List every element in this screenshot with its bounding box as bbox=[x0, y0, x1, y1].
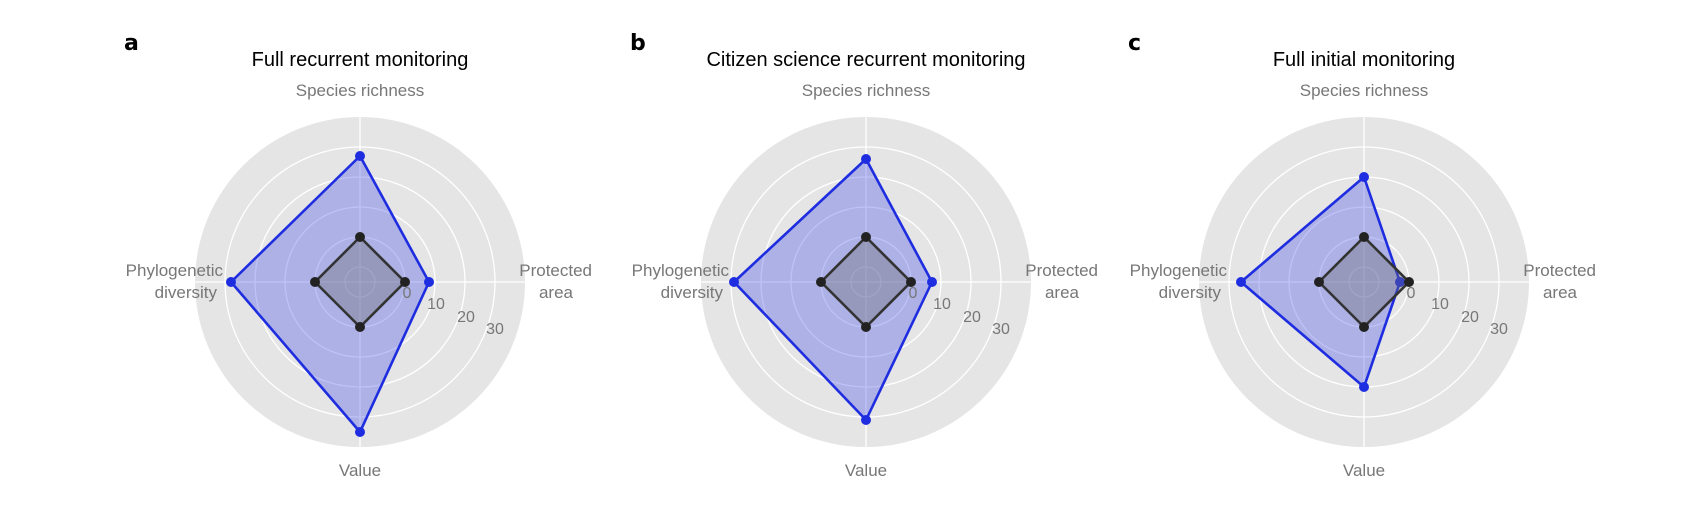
radial-tick-label: 30 bbox=[486, 321, 504, 338]
scenario-point bbox=[861, 415, 871, 425]
axis-label-protected-area: area bbox=[1543, 283, 1578, 302]
scenario-point bbox=[1359, 382, 1369, 392]
axis-label-value: Value bbox=[845, 461, 887, 480]
panel-title: Full recurrent monitoring bbox=[252, 49, 469, 71]
baseline-point bbox=[400, 277, 410, 287]
baseline-point bbox=[861, 322, 871, 332]
baseline-point bbox=[355, 322, 365, 332]
baseline-point bbox=[906, 277, 916, 287]
baseline-point bbox=[861, 232, 871, 242]
radial-tick-label: 0 bbox=[403, 285, 412, 302]
axis-label-protected-area: area bbox=[1045, 283, 1080, 302]
scenario-point bbox=[424, 277, 434, 287]
radial-tick-label: 10 bbox=[427, 296, 445, 313]
axis-label-species-richness: Species richness bbox=[1300, 81, 1429, 100]
scenario-point bbox=[1236, 277, 1246, 287]
radial-tick-label: 20 bbox=[457, 309, 475, 326]
radial-tick-label: 0 bbox=[1407, 285, 1416, 302]
axis-label-protected-area: Protected bbox=[1523, 261, 1596, 280]
panel-letter: c bbox=[1128, 31, 1141, 56]
radar-panel-a: a Full recurrent monitoring 0 10 20 30 Species… bbox=[124, 31, 592, 480]
axis-label-phylogenetic-diversity: Phylogenetic bbox=[1130, 261, 1228, 280]
axis-label-phylogenetic-diversity: diversity bbox=[661, 283, 724, 302]
radial-tick-label: 10 bbox=[933, 296, 951, 313]
axis-label-phylogenetic-diversity: diversity bbox=[155, 283, 218, 302]
radial-tick-label: 20 bbox=[963, 309, 981, 326]
scenario-point bbox=[1359, 172, 1369, 182]
panel-letter: a bbox=[124, 31, 139, 56]
scenario-point bbox=[355, 427, 365, 437]
axis-label-protected-area: area bbox=[539, 283, 574, 302]
axis-label-value: Value bbox=[1343, 461, 1385, 480]
baseline-point bbox=[355, 232, 365, 242]
radar-panel-b: b Citizen science recurrent monitoring 0 10… bbox=[630, 31, 1098, 480]
baseline-point bbox=[816, 277, 826, 287]
axis-label-value: Value bbox=[339, 461, 381, 480]
scenario-point bbox=[861, 154, 871, 164]
baseline-point bbox=[310, 277, 320, 287]
panel-title: Citizen science recurrent monitoring bbox=[706, 49, 1025, 71]
baseline-point bbox=[1359, 322, 1369, 332]
radial-tick-label: 30 bbox=[992, 321, 1010, 338]
scenario-point bbox=[927, 277, 937, 287]
axis-label-species-richness: Species richness bbox=[802, 81, 931, 100]
axis-label-protected-area: Protected bbox=[519, 261, 592, 280]
axis-label-species-richness: Species richness bbox=[296, 81, 425, 100]
panel-title: Full initial monitoring bbox=[1273, 49, 1455, 71]
radial-tick-label: 10 bbox=[1431, 296, 1449, 313]
scenario-point bbox=[355, 151, 365, 161]
baseline-point bbox=[1404, 277, 1414, 287]
axis-label-protected-area: Protected bbox=[1025, 261, 1098, 280]
axis-label-phylogenetic-diversity: Phylogenetic bbox=[632, 261, 730, 280]
radial-tick-label: 30 bbox=[1490, 321, 1508, 338]
radial-tick-label: 0 bbox=[909, 285, 918, 302]
baseline-point bbox=[1359, 232, 1369, 242]
radial-tick-label: 20 bbox=[1461, 309, 1479, 326]
baseline-point bbox=[1314, 277, 1324, 287]
radar-panel-c: c Full initial monitoring 0 10 20 30 Species r… bbox=[1128, 31, 1596, 480]
scenario-point bbox=[226, 277, 236, 287]
axis-label-phylogenetic-diversity: diversity bbox=[1159, 283, 1222, 302]
panel-letter: b bbox=[630, 31, 646, 56]
scenario-point bbox=[1395, 277, 1405, 287]
axis-label-phylogenetic-diversity: Phylogenetic bbox=[126, 261, 224, 280]
scenario-point bbox=[729, 277, 739, 287]
